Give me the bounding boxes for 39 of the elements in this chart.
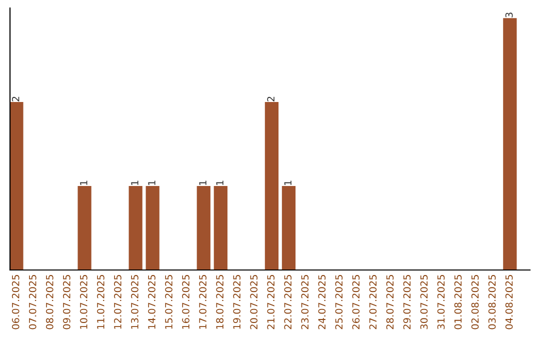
x-tick-label: 31.07.2025 xyxy=(437,275,445,330)
data-label: 1 xyxy=(216,180,224,185)
data-label: 1 xyxy=(284,180,292,185)
x-tick-label: 06.07.2025 xyxy=(12,275,20,330)
x-tick-label: 14.07.2025 xyxy=(148,275,156,329)
x-tick-label: 15.07.2025 xyxy=(165,275,172,329)
x-tick-label: 27.07.2025 xyxy=(369,275,377,330)
x-tick-label: 28.07.2025 xyxy=(386,275,394,330)
x-tick-label: 23.07.2025 xyxy=(301,275,309,330)
x-tick-label: 22.07.2025 xyxy=(284,275,292,330)
x-tick-label: 26.07.2025 xyxy=(352,275,360,330)
x-tick-label: 18.07.2025 xyxy=(216,275,224,329)
x-tick-label: 09.07.2025 xyxy=(62,275,70,330)
data-label: 1 xyxy=(199,180,206,185)
x-tick-label: 11.07.2025 xyxy=(97,275,104,329)
data-label: 3 xyxy=(505,12,513,18)
data-label: 1 xyxy=(80,180,88,185)
data-label: 2 xyxy=(12,96,20,102)
x-tick-label: 20.07.2025 xyxy=(250,275,258,330)
x-tick-label: 16.07.2025 xyxy=(182,275,190,329)
x-tick-label: 24.07.2025 xyxy=(318,275,326,330)
data-label: 2 xyxy=(267,96,274,102)
x-tick-label: 19.07.2025 xyxy=(233,275,240,329)
x-tick-label: 08.07.2025 xyxy=(46,275,54,330)
x-tick-label: 12.07.2025 xyxy=(114,275,122,329)
x-tick-label: 13.07.2025 xyxy=(131,275,138,329)
x-tick-label: 04.08.2025 xyxy=(505,275,513,330)
x-tick-label: 21.07.2025 xyxy=(267,275,275,330)
x-tick-label: 25.07.2025 xyxy=(335,275,343,330)
x-tick-label: 10.07.2025 xyxy=(80,275,88,329)
x-tick-label: 01.08.2025 xyxy=(454,275,462,330)
x-tick-label: 17.07.2025 xyxy=(199,275,206,329)
x-tick-label: 02.08.2025 xyxy=(471,275,479,330)
x-tick-label: 29.07.2025 xyxy=(403,275,411,330)
x-tick-label: 07.07.2025 xyxy=(28,275,36,330)
data-label: 1 xyxy=(148,180,156,185)
x-tick-label: 30.07.2025 xyxy=(420,275,428,330)
x-tick-label: 03.08.2025 xyxy=(488,275,496,330)
data-label: 1 xyxy=(131,180,138,185)
